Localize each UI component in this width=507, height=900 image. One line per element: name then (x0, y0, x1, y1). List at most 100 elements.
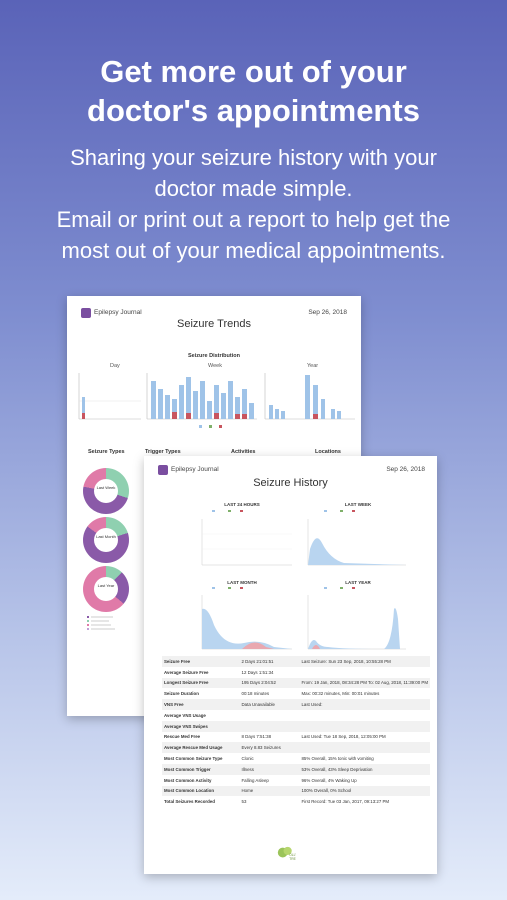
panel-day-label: Day (110, 363, 120, 369)
table-cell-k: Most Common Seizure Type (164, 756, 223, 762)
day-chart (78, 373, 141, 420)
table-cell-k: Most Common Location (162, 785, 240, 797)
chart-24h (201, 510, 292, 566)
headline-line2: doctor's appointments (87, 93, 420, 128)
table-cell-v1 (239, 720, 300, 732)
chart-title-24h: LAST 24 HOURS (224, 502, 260, 507)
table-row: VNS Free Data Unavailable Last Used: (162, 699, 430, 710)
table-row: Seizure Free 2 Days 21:01:51 Last Seizure:… (162, 656, 430, 667)
report-title: Seizure Trends (177, 318, 251, 330)
table-row: Longest Seizure Free 195 Days 2:04:52 From… (162, 677, 430, 689)
chart-title-week: LAST WEEK (344, 502, 372, 507)
table-cell-k: Rescue Med Free (164, 734, 201, 740)
table-row: Most Common Seizure Type Clonic 85% Overal… (162, 753, 430, 764)
table-cell-k: Total Seizures Recorded (164, 799, 215, 805)
section-locations: Locations (315, 449, 341, 455)
table-row: Average VNS Usage (162, 710, 430, 721)
table-cell-v2: First Record: Tue 03 Jan, 2017, 09:13:27… (301, 799, 390, 805)
table-cell-v2: Max: 00:32 minutes, Min: 00:01 minutes (301, 691, 380, 697)
table-cell-v1: 8 Days 7:51:38 (241, 734, 272, 740)
epilepsy-journal-logo-icon-2 (158, 465, 168, 475)
subline-line2: doctor made simple. (154, 176, 353, 201)
donut-last-week: Last Week (83, 468, 129, 514)
headline-line1: Get more out of your (100, 54, 407, 89)
subline-line3: Email or print out a report to help get … (56, 207, 451, 232)
distribution-title: Seizure Distribution (188, 353, 240, 359)
table-cell-v1: 12 Days 1:51:34 (241, 669, 274, 675)
year-chart (264, 373, 355, 420)
table-cell-v2: Last Used: (299, 699, 430, 710)
subline-line4: most out of your medical appointments. (61, 238, 446, 263)
table-cell-v1: Falling Asleep (241, 777, 269, 783)
table-cell-k: Most Common Activity (164, 777, 212, 783)
table-cell-k: Average Rescue Med Usage (162, 742, 240, 754)
table-cell-v2: 96% Overall, 4% Waking Up (301, 777, 357, 783)
subline-line1: Sharing your seizure history with your (70, 145, 437, 170)
table-cell-k: Most Common Trigger (162, 763, 240, 775)
table-cell-k: Seizure Duration (164, 691, 199, 697)
table-cell-v1: 195 Days 2:04:52 (239, 677, 300, 689)
table-row: Most Common Trigger Illness 53% Overall, 4… (162, 763, 430, 775)
table-cell-v2 (299, 710, 430, 721)
panel-week-label: Week (208, 363, 222, 369)
table-cell-v1: Clonic (241, 756, 254, 762)
table-cell-k: Average Seizure Free (164, 669, 209, 675)
history-charts (201, 510, 406, 650)
donut-last-month: Last Month (83, 517, 129, 563)
table-cell-v1: 00:18 minutes (241, 691, 270, 697)
table-cell-v1: Every 8.83 Seizures (239, 742, 300, 754)
table-row: Average Rescue Med Usage Every 8.83 Seizu… (162, 742, 430, 754)
donut-legend (87, 616, 115, 630)
table-row: Most Common Activity Falling Asleep 96% Ov… (162, 775, 430, 786)
table-cell-v2: Last Seizure: Sun 23 Sep, 2018, 10:55:28… (299, 656, 430, 667)
chart-year (307, 587, 406, 650)
svg-text:OLLY: OLLY (289, 853, 296, 857)
table-cell-k: Average VNS Usage (164, 712, 206, 718)
table-cell-v1: 53 (241, 799, 247, 805)
table-cell-v2: From: 19 Jan, 2018, 08:34:28 PM To: 02 A… (299, 677, 430, 689)
table-row: Total Seizures Recorded 53 First Record: T… (162, 796, 430, 807)
chart-title-year: LAST YEAR (345, 580, 371, 585)
report2-app-name: Epilepsy Journal (171, 466, 219, 473)
report2-title: Seizure History (253, 477, 328, 489)
subline: Sharing your seizure history with your d… (20, 142, 487, 266)
table-cell-v2 (299, 720, 430, 732)
table-cell-v1 (240, 710, 300, 721)
distribution-charts (78, 373, 355, 428)
table-cell-k: Longest Seizure Free (162, 677, 240, 689)
table-cell-v2 (299, 667, 430, 678)
table-cell-v1: Home (239, 785, 300, 797)
history-table: Seizure Free 2 Days 21:01:51 Last Seizure:… (162, 656, 430, 807)
table-cell-k: VNS Free (162, 699, 240, 710)
section-trigger-types: Trigger Types (145, 449, 181, 455)
table-cell-v1: Illness (239, 763, 300, 775)
report2-date: Sep 26, 2018 (386, 466, 425, 473)
table-cell-v1: Data Unavailable (239, 699, 300, 710)
headline: Get more out of your doctor's appointmen… (0, 52, 507, 130)
table-cell-v2 (299, 742, 430, 754)
table-row: Rescue Med Free 8 Days 7:51:38 Last Used: … (162, 732, 430, 743)
report-date: Sep 26, 2018 (308, 309, 347, 316)
table-row: Most Common Location Home 100% Overall, 0%… (162, 785, 430, 797)
olly-tree-logo-icon: OLLY TREE (277, 846, 296, 861)
table-cell-v2: 100% Overall, 0% School (299, 785, 430, 797)
table-cell-k: Average VNS Swipes (162, 720, 240, 732)
week-chart (146, 373, 257, 420)
table-row: Seizure Duration 00:18 minutes Max: 00:32 … (162, 688, 430, 699)
chart-week (307, 510, 406, 566)
seizure-history-report: Epilepsy Journal Sep 26, 2018 Seizure Hi… (144, 456, 437, 874)
table-cell-v2: Last Used: Tue 18 Sep, 2018, 12:05:00 PM (301, 734, 386, 740)
epilepsy-journal-logo-icon (81, 308, 91, 318)
table-row: Average VNS Swipes (162, 720, 430, 732)
chart-month (201, 587, 292, 650)
section-activities: Activities (231, 449, 256, 455)
report-app-name: Epilepsy Journal (94, 309, 142, 316)
svg-text:TREE: TREE (289, 857, 296, 861)
table-row: Average Seizure Free 12 Days 1:51:34 (162, 667, 430, 678)
panel-year-label: Year (307, 363, 319, 369)
donut-last-year: Last Year (83, 566, 129, 612)
distribution-legend (199, 425, 222, 428)
chart-title-month: LAST MONTH (227, 580, 257, 585)
table-cell-v2: 85% Overall, 15% tonic with vomiting (301, 756, 374, 762)
table-cell-k: Seizure Free (162, 656, 240, 667)
